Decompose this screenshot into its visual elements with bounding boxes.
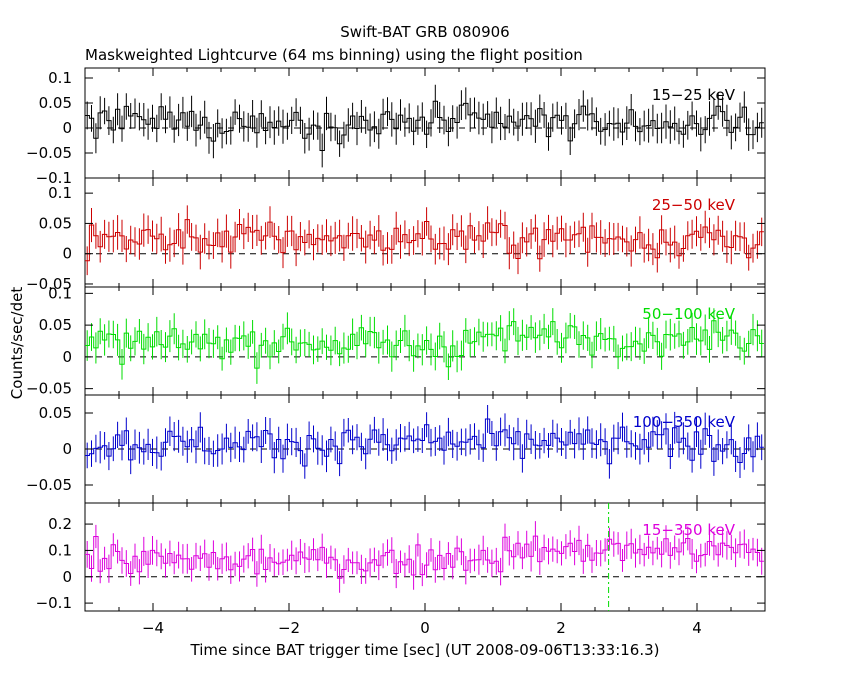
y-tick-label: 0.1 — [48, 69, 72, 87]
series-line — [85, 219, 764, 262]
panel-4: 0.05 0 −0.05 100−350 keV — [26, 394, 766, 504]
chart-title: Swift-BAT GRB 080906 — [340, 23, 509, 41]
series-line — [85, 100, 764, 151]
panel-3: 0.1 0.05 0 −0.05 50−100 keV — [26, 284, 766, 398]
band-label: 25−50 keV — [652, 196, 736, 214]
series-line — [85, 320, 764, 369]
chart-subtitle: Maskweighted Lightcurve (64 ms binning) … — [85, 46, 583, 64]
y-tick-label: −0.05 — [26, 380, 72, 398]
y-tick-label: 0 — [62, 568, 72, 586]
band-label: 100−350 keV — [633, 413, 736, 431]
panel-1: 0.1 0.05 0 −0.05 −0.1 15−25 keV — [26, 67, 766, 187]
band-label: 15−25 keV — [652, 86, 736, 104]
y-tick-label: 0 — [62, 348, 72, 366]
y-tick-label: 0 — [62, 440, 72, 458]
y-tick-label: 0.1 — [48, 184, 72, 202]
band-label: 15−350 keV — [642, 521, 735, 539]
y-tick-label: 0.1 — [48, 541, 72, 559]
x-tick-label: −4 — [142, 619, 164, 637]
x-tick-label: 0 — [420, 619, 430, 637]
y-tick-label: −0.1 — [36, 169, 72, 187]
series-line — [85, 535, 764, 579]
y-tick-label: −0.05 — [26, 144, 72, 162]
panels-group: 0.1 0.05 0 −0.05 −0.1 15−25 keV 0.1 0.05 0 −0.05 2… — [26, 67, 766, 612]
y-axis-label: Counts/sec/det — [8, 287, 26, 400]
x-tick-label: 2 — [556, 619, 566, 637]
y-tick-label: 0.05 — [39, 94, 72, 112]
y-tick-label: 0.1 — [48, 284, 72, 302]
x-tick-label: 4 — [692, 619, 702, 637]
y-tick-label: −0.1 — [36, 594, 72, 612]
y-tick-label: −0.05 — [26, 275, 72, 293]
y-tick-label: 0.05 — [39, 404, 72, 422]
series-line — [85, 418, 764, 467]
y-tick-label: 0 — [62, 119, 72, 137]
panel-5: 0.2 0.1 0 −0.1 15−350 keV — [36, 502, 766, 612]
band-label: 50−100 keV — [642, 305, 735, 323]
panel-2: 0.1 0.05 0 −0.05 25−50 keV — [26, 177, 766, 293]
y-tick-label: 0.2 — [48, 515, 72, 533]
x-tick-label: −2 — [278, 619, 300, 637]
y-tick-label: 0 — [62, 245, 72, 263]
y-tick-label: 0.05 — [39, 316, 72, 334]
error-bars — [86, 205, 763, 276]
x-axis: −4 −2 0 2 4 — [142, 619, 702, 637]
y-tick-label: 0.05 — [39, 214, 72, 232]
x-axis-label: Time since BAT trigger time [sec] (UT 20… — [190, 641, 660, 659]
y-tick-label: −0.05 — [26, 476, 72, 494]
